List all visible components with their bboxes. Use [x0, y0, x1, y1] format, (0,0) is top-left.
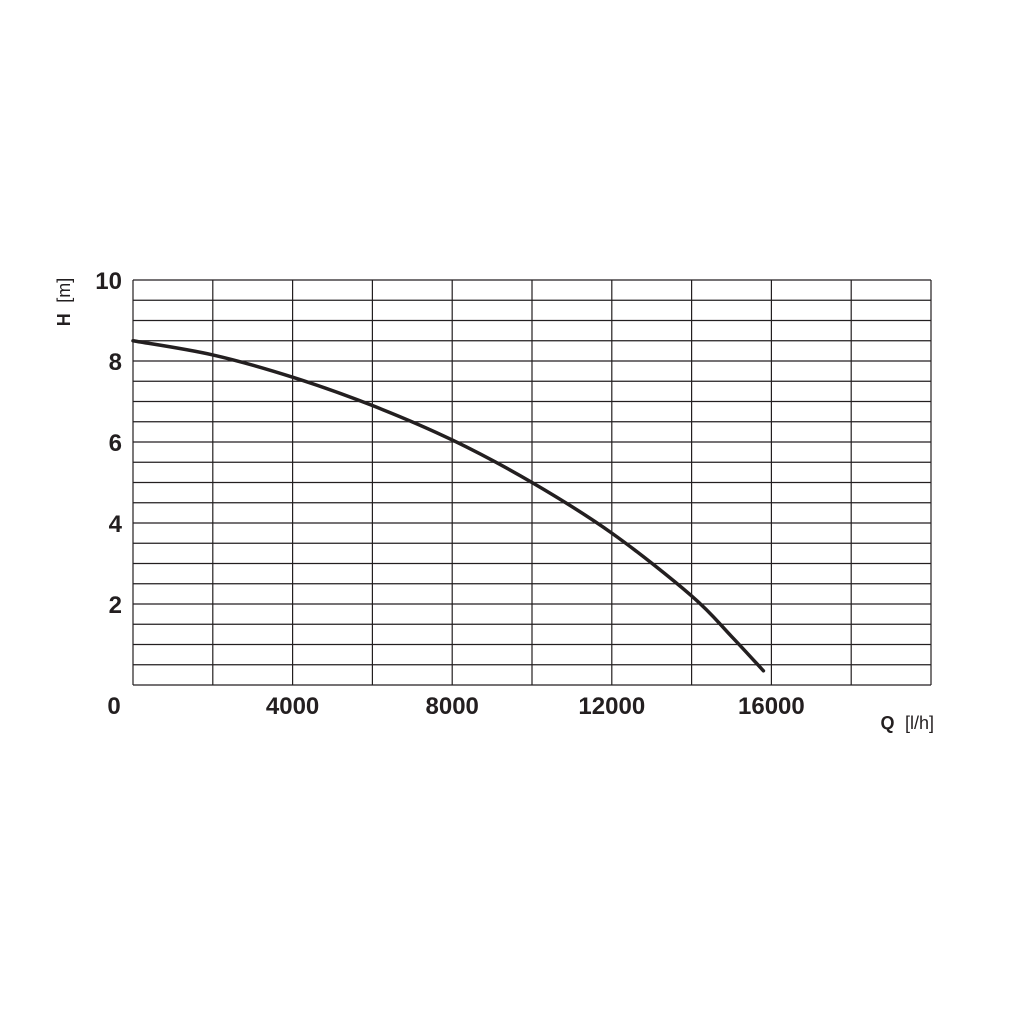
x-axis-symbol: Q: [881, 713, 895, 733]
tick-labels: 0 4000 8000 12000 16000 2 4 6 8 10: [95, 268, 804, 720]
y-tick-label: 4: [109, 511, 123, 538]
y-axis-title: H [m]: [54, 278, 74, 326]
x-axis-title: Q [l/h]: [881, 713, 934, 733]
x-tick-label: 0: [107, 693, 120, 720]
y-tick-label: 2: [109, 592, 122, 619]
grid: [132, 279, 932, 686]
y-tick-label: 8: [109, 349, 122, 376]
pump-curve-line: [131, 339, 766, 673]
x-tick-label: 12000: [578, 693, 645, 720]
x-tick-label: 4000: [266, 693, 319, 720]
x-axis-unit: [l/h]: [905, 713, 934, 733]
y-axis-unit: [m]: [54, 278, 74, 303]
x-tick-label: 16000: [738, 693, 805, 720]
y-tick-label: 6: [109, 430, 122, 457]
y-tick-label: 10: [95, 268, 122, 295]
axis-titles: H [m] Q [l/h]: [54, 278, 934, 733]
y-axis-symbol: H: [54, 313, 74, 326]
series-layer: [131, 339, 766, 673]
x-tick-label: 8000: [426, 693, 479, 720]
